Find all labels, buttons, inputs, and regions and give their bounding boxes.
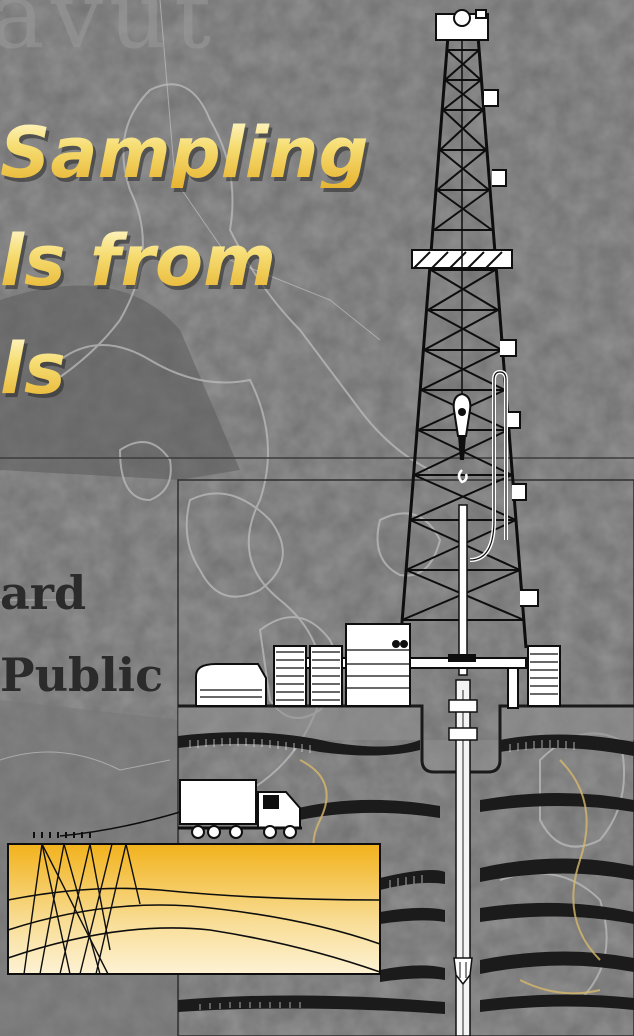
title-line-2: ls from: [0, 220, 277, 302]
drill-bit-icon: [453, 957, 473, 986]
title-line-3: ls: [0, 328, 66, 410]
storage-tank-icon: [195, 623, 561, 707]
body-line-1: ard: [0, 566, 87, 620]
truck-icon: [178, 779, 302, 839]
title-line-1: Sampling: [0, 112, 369, 194]
body-line-2: Public: [0, 648, 164, 702]
ghost-title: avut: [0, 0, 218, 69]
